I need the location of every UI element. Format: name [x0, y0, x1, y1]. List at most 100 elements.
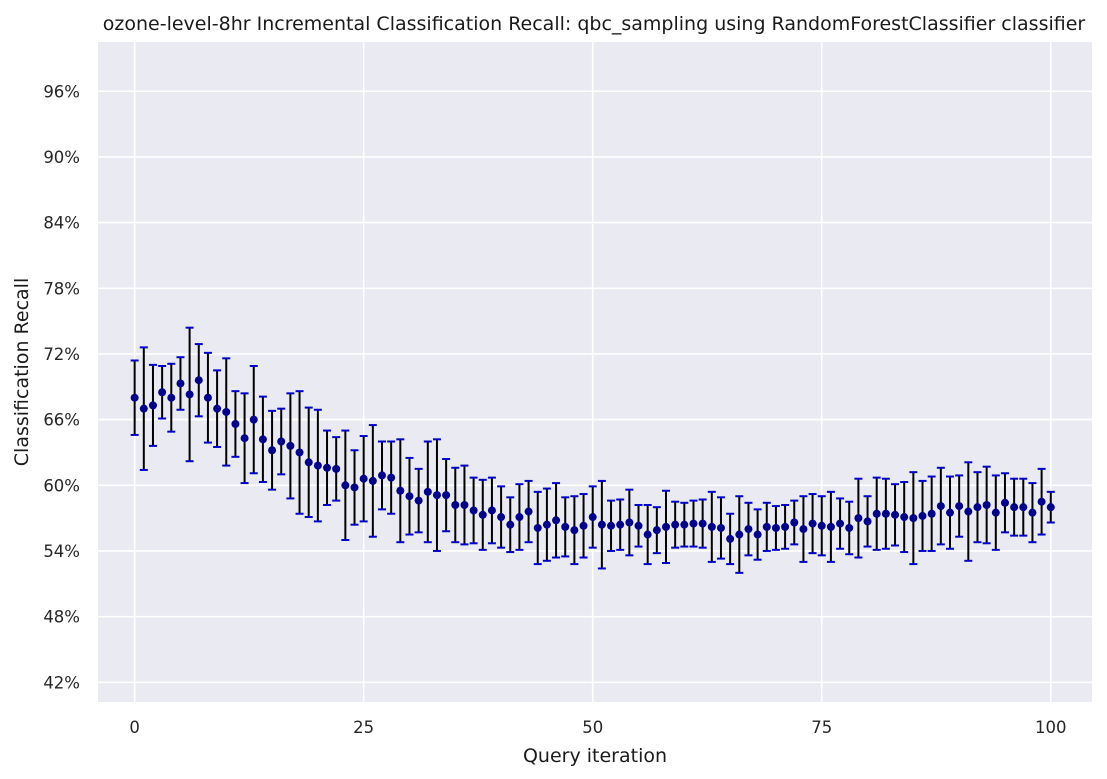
data-point — [295, 448, 304, 457]
data-point — [1028, 508, 1037, 517]
data-point — [561, 522, 570, 531]
y-tick-label: 84% — [43, 214, 80, 233]
data-point — [826, 522, 835, 531]
data-point — [277, 437, 286, 446]
data-point — [771, 523, 780, 532]
data-point — [1046, 503, 1055, 512]
data-point — [863, 517, 872, 526]
x-tick-label: 0 — [129, 718, 140, 737]
data-point — [964, 507, 973, 516]
data-point — [872, 509, 881, 518]
data-point — [918, 511, 927, 520]
data-point — [799, 525, 808, 534]
data-point — [808, 519, 817, 528]
data-point — [552, 516, 561, 525]
data-point — [313, 461, 322, 470]
data-point — [973, 503, 982, 512]
x-axis-ticks: 0 25 50 75 100 — [129, 718, 1066, 737]
data-point — [387, 473, 396, 482]
data-point — [469, 506, 478, 515]
x-tick-label: 50 — [582, 718, 603, 737]
y-tick-label: 60% — [43, 476, 80, 495]
data-point — [304, 458, 313, 467]
data-point — [625, 518, 634, 527]
data-point — [423, 487, 432, 496]
data-point — [946, 508, 954, 517]
x-tick-label: 100 — [1035, 718, 1067, 737]
data-point — [762, 522, 771, 531]
data-point — [836, 519, 845, 528]
data-point — [506, 520, 515, 529]
data-point — [332, 464, 341, 473]
data-point — [451, 500, 460, 509]
data-point — [588, 513, 597, 522]
data-point — [607, 521, 616, 530]
y-tick-label: 48% — [43, 608, 80, 627]
data-point — [726, 534, 735, 543]
data-point — [460, 500, 469, 509]
data-point — [662, 522, 670, 531]
data-markers — [130, 376, 1055, 543]
data-point — [744, 525, 753, 534]
data-point — [158, 388, 167, 397]
x-axis-label: Query iteration — [523, 745, 667, 767]
data-point — [405, 492, 414, 501]
data-point — [735, 530, 744, 539]
data-point — [689, 519, 698, 528]
data-point — [203, 393, 212, 402]
data-point — [515, 513, 524, 522]
data-point — [286, 441, 295, 450]
y-tick-label: 42% — [43, 673, 80, 692]
y-tick-label: 54% — [43, 542, 80, 561]
y-tick-label: 78% — [43, 279, 80, 298]
data-point — [900, 513, 909, 522]
data-point — [698, 519, 707, 528]
y-axis-label: Classification Recall — [11, 278, 33, 466]
data-point — [616, 520, 625, 529]
data-point — [359, 474, 368, 483]
data-point — [148, 401, 157, 410]
data-point — [781, 522, 790, 531]
data-point — [240, 434, 249, 443]
data-point — [570, 526, 579, 535]
data-point — [909, 514, 918, 523]
data-point — [378, 471, 386, 480]
data-point — [350, 483, 359, 492]
data-point — [652, 526, 661, 535]
data-point — [368, 476, 377, 485]
data-point — [579, 521, 588, 530]
data-point — [845, 523, 854, 532]
data-point — [185, 390, 194, 399]
data-point — [167, 393, 176, 402]
data-point — [130, 393, 139, 402]
data-point — [936, 502, 945, 511]
data-point — [323, 463, 332, 472]
data-point — [533, 523, 542, 532]
data-point — [991, 508, 1000, 517]
x-tick-label: 25 — [353, 718, 374, 737]
data-point — [671, 520, 680, 529]
y-tick-label: 90% — [43, 148, 80, 167]
data-point — [790, 518, 799, 527]
data-point — [442, 491, 451, 500]
x-tick-label: 75 — [811, 718, 832, 737]
y-tick-label: 96% — [43, 82, 80, 101]
data-point — [497, 513, 506, 522]
y-axis-ticks: 42% 48% 54% 60% 66% 72% 78% 84% 90% 96% — [43, 82, 80, 692]
y-tick-label: 72% — [43, 345, 80, 364]
data-point — [139, 404, 148, 413]
data-point — [643, 530, 652, 539]
data-point — [1000, 498, 1009, 507]
data-point — [881, 509, 890, 518]
data-point — [194, 376, 203, 385]
data-point — [487, 506, 496, 515]
plot-area — [98, 42, 1092, 702]
data-point — [542, 520, 551, 529]
data-point — [680, 520, 689, 529]
grid — [98, 42, 1092, 702]
data-point — [753, 530, 762, 539]
data-point — [414, 496, 423, 505]
data-point — [341, 481, 350, 490]
data-point — [1010, 503, 1019, 512]
